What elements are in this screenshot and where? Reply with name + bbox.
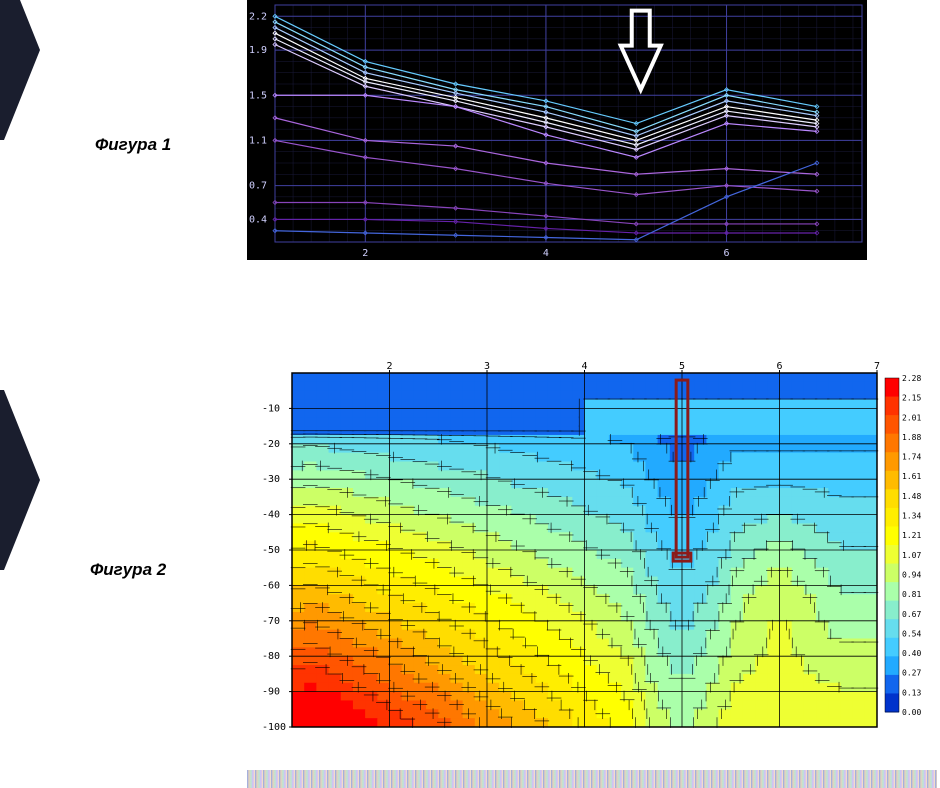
svg-text:1.48: 1.48 xyxy=(902,492,921,501)
figure1-chart: 0.4 0.7 1.1 1.5 1.9 2.2 2 4 6 xyxy=(247,0,867,260)
svg-text:0.67: 0.67 xyxy=(902,610,921,619)
svg-text:1.5: 1.5 xyxy=(249,90,267,101)
svg-text:0.27: 0.27 xyxy=(902,669,921,678)
svg-text:1.21: 1.21 xyxy=(902,531,921,540)
svg-text:1.34: 1.34 xyxy=(902,512,921,521)
svg-text:-90: -90 xyxy=(262,687,280,698)
svg-text:2.01: 2.01 xyxy=(902,413,921,422)
svg-text:0.81: 0.81 xyxy=(902,590,921,599)
svg-text:-30: -30 xyxy=(262,474,280,485)
svg-text:-10: -10 xyxy=(262,403,280,414)
svg-text:0.54: 0.54 xyxy=(902,629,921,638)
svg-text:-70: -70 xyxy=(262,616,280,627)
noise-strip xyxy=(247,770,937,788)
svg-text:1.74: 1.74 xyxy=(902,453,921,462)
svg-text:1.07: 1.07 xyxy=(902,551,921,560)
svg-text:0.40: 0.40 xyxy=(902,649,921,658)
svg-text:0.00: 0.00 xyxy=(902,708,921,717)
svg-text:6: 6 xyxy=(724,248,730,259)
svg-text:1.1: 1.1 xyxy=(249,135,267,146)
figure2-label: Фигура 2 xyxy=(90,560,166,580)
svg-text:2.28: 2.28 xyxy=(902,374,921,383)
svg-text:-50: -50 xyxy=(262,545,280,556)
svg-text:0.13: 0.13 xyxy=(902,688,921,697)
svg-text:4: 4 xyxy=(543,248,549,259)
svg-text:0.94: 0.94 xyxy=(902,570,921,579)
svg-text:2.15: 2.15 xyxy=(902,394,921,403)
figure2-chart: 234567-10-20-30-40-50-60-70-80-90-1002.2… xyxy=(247,355,937,735)
svg-text:1.61: 1.61 xyxy=(902,472,921,481)
svg-text:2: 2 xyxy=(362,248,368,259)
svg-text:1.88: 1.88 xyxy=(902,433,921,442)
svg-text:-60: -60 xyxy=(262,580,280,591)
svg-text:-40: -40 xyxy=(262,510,280,521)
svg-text:2.2: 2.2 xyxy=(249,11,267,22)
svg-text:1.9: 1.9 xyxy=(249,45,267,56)
figure1-label: Фигура 1 xyxy=(95,135,171,155)
pentagon-shape-1 xyxy=(0,0,40,140)
svg-text:-20: -20 xyxy=(262,439,280,450)
svg-text:0.4: 0.4 xyxy=(249,214,267,225)
svg-text:-80: -80 xyxy=(262,651,280,662)
svg-text:-100: -100 xyxy=(262,722,286,733)
svg-text:0.7: 0.7 xyxy=(249,181,267,192)
pentagon-shape-2 xyxy=(0,390,40,570)
